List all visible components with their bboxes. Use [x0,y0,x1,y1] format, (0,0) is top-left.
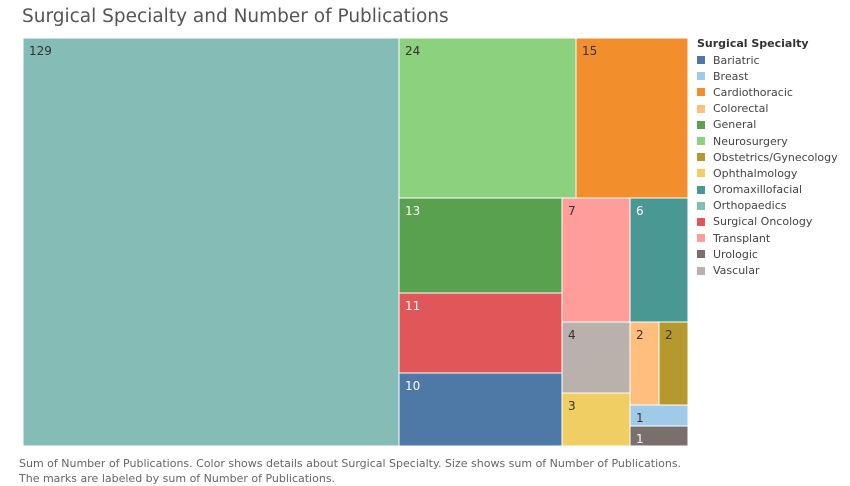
legend-label: Orthopaedics [713,199,787,213]
legend-swatch [697,250,705,259]
legend-swatch [697,185,705,194]
chart-caption: Sum of Number of Publications. Color sho… [19,456,681,486]
treemap-label-neurosurgery: 24 [405,44,420,58]
legend-label: Oromaxillofacial [713,183,803,197]
legend-item-neurosurgery[interactable]: Neurosurgery [697,133,838,149]
legend-label: Surgical Oncology [713,215,813,229]
treemap-label-transplant: 7 [568,204,576,218]
treemap-tile-bariatric[interactable] [398,372,563,447]
legend-item-oromaxillofacial[interactable]: Oromaxillofacial [697,182,838,198]
legend-label: General [713,118,757,132]
legend-item-orthopaedics[interactable]: Orthopaedics [697,198,838,214]
legend-swatch [697,234,705,243]
legend-item-ophthalmology[interactable]: Ophthalmology [697,165,838,181]
legend-item-transplant[interactable]: Transplant [697,230,838,246]
treemap-label-obstetrics-gynecology: 2 [665,328,673,342]
treemap-tile-orthopaedics[interactable] [22,37,400,447]
treemap-tile-urologic[interactable] [629,425,689,447]
treemap-label-bariatric: 10 [405,379,420,393]
treemap-label-vascular: 4 [568,328,576,342]
legend-swatch [697,56,705,65]
legend-swatch [697,266,705,275]
legend-title: Surgical Specialty [697,37,809,50]
legend-label: Colorectal [713,102,769,116]
legend-item-urologic[interactable]: Urologic [697,246,838,262]
legend-label: Urologic [713,247,758,261]
treemap-label-colorectal: 2 [636,328,644,342]
caption-line-2: The marks are labeled by sum of Number o… [19,472,336,485]
treemap-tile-general[interactable] [398,197,563,294]
legend-item-obstetrics-gynecology[interactable]: Obstetrics/Gynecology [697,149,838,165]
treemap-label-orthopaedics: 129 [29,44,52,58]
treemap-label-cardiothoracic: 15 [582,44,597,58]
legend-swatch [697,201,705,210]
treemap-label-urologic: 1 [636,432,644,446]
treemap-tile-colorectal[interactable] [629,321,660,406]
legend-label: Ophthalmology [713,166,798,180]
legend-label: Obstetrics/Gynecology [713,150,838,164]
legend-label: Transplant [713,231,771,245]
legend-label: Vascular [713,264,760,278]
legend-label: Cardiothoracic [713,85,793,99]
chart-title: Surgical Specialty and Number of Publica… [22,6,449,27]
legend-swatch [697,169,705,178]
legend-swatch [697,72,705,81]
legend-swatch [697,104,705,113]
caption-line-1: Sum of Number of Publications. Color sho… [19,457,682,470]
legend-item-cardiothoracic[interactable]: Cardiothoracic [697,84,838,100]
legend: Surgical Specialty Bariatric Breast Cardio… [697,37,838,279]
treemap-tile-neurosurgery[interactable] [398,37,577,199]
treemap-label-breast: 1 [636,411,644,425]
legend-swatch [697,88,705,97]
treemap-label-oromaxillofacial: 6 [636,204,644,218]
legend-item-general[interactable]: General [697,117,838,133]
treemap-tile-surgical-oncology[interactable] [398,292,563,374]
treemap-tile-obstetrics-gynecology[interactable] [658,321,689,406]
treemap-label-general: 13 [405,204,420,218]
legend-swatch [697,120,705,129]
treemap-label-ophthalmology: 3 [568,399,576,413]
legend-swatch [697,153,705,162]
treemap-tile-oromaxillofacial[interactable] [629,197,689,323]
legend-item-bariatric[interactable]: Bariatric [697,52,838,68]
treemap-tile-transplant[interactable] [561,197,631,323]
legend-item-colorectal[interactable]: Colorectal [697,101,838,117]
legend-item-vascular[interactable]: Vascular [697,262,838,278]
treemap-tile-cardiothoracic[interactable] [575,37,689,199]
legend-label: Breast [713,69,749,83]
legend-swatch [697,217,705,226]
treemap-label-surgical-oncology: 11 [405,299,420,313]
legend-label: Neurosurgery [713,134,788,148]
legend-label: Bariatric [713,53,760,67]
legend-swatch [697,137,705,146]
legend-item-surgical-oncology[interactable]: Surgical Oncology [697,214,838,230]
legend-item-breast[interactable]: Breast [697,68,838,84]
